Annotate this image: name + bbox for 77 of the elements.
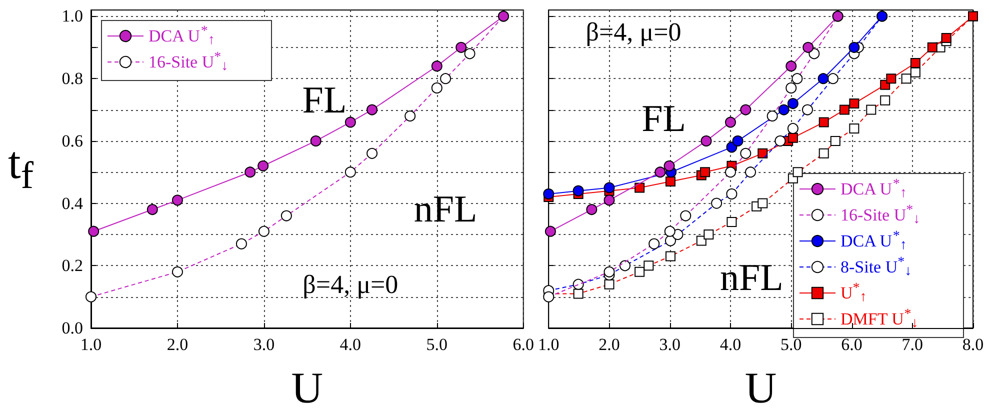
legend-label: DCA U*↑ — [840, 229, 907, 253]
point — [839, 104, 850, 115]
point — [604, 182, 615, 194]
point — [700, 167, 710, 178]
x-tick-label: 7.0 — [902, 335, 923, 354]
legend-label: 16-Site U*↓ — [840, 203, 920, 227]
y-tick-label: 0.2 — [62, 256, 83, 276]
y-axis-title: t$_{f}$ — [8, 137, 34, 198]
point — [802, 42, 814, 53]
y-tick-label: 0.6 — [62, 131, 83, 150]
point — [910, 58, 920, 68]
x-tick-label: 4.0 — [340, 335, 362, 354]
point — [543, 188, 554, 200]
point — [700, 135, 712, 146]
point — [665, 176, 676, 186]
legend-label: DCA U*↑ — [148, 24, 215, 48]
point — [604, 194, 615, 206]
point — [818, 117, 829, 128]
point — [258, 160, 269, 172]
point — [740, 104, 752, 116]
y-tick-label: 0.0 — [62, 318, 83, 338]
point — [344, 116, 356, 128]
y-tick-label: 1.0 — [62, 6, 83, 26]
point — [787, 98, 798, 110]
point — [544, 226, 556, 237]
x-axis-title: U — [744, 364, 777, 412]
point — [818, 73, 829, 84]
legend-label: DCA U*↑ — [840, 177, 907, 201]
legend-label: U*↑ — [840, 281, 867, 305]
point — [786, 60, 797, 72]
y-tick-label: 0.4 — [62, 194, 84, 213]
point — [848, 42, 860, 53]
x-tick-label: 1.0 — [80, 335, 102, 354]
point — [310, 135, 322, 146]
legend-label: DMFT U*↓ — [840, 307, 918, 331]
x-tick-label: 3.0 — [253, 335, 275, 354]
point — [732, 135, 744, 146]
annotation: β=4, μ=0 — [302, 270, 398, 299]
point — [456, 42, 467, 53]
point — [927, 42, 938, 52]
x-tick-label: 3.0 — [659, 335, 680, 354]
x-tick-label: 1.0 — [538, 335, 560, 354]
point — [849, 98, 860, 109]
annotation: β=4, μ=0 — [586, 17, 682, 46]
x-tick-label: 8.0 — [962, 335, 984, 354]
point — [941, 33, 952, 44]
point — [758, 148, 768, 158]
x-axis-title: U — [291, 364, 324, 412]
x-tick-label: 5.0 — [780, 335, 802, 354]
point — [431, 60, 442, 72]
point — [634, 182, 645, 193]
point — [146, 204, 158, 216]
point — [572, 185, 584, 196]
point — [366, 104, 378, 116]
point — [244, 166, 256, 178]
x-tick-label: 2.0 — [598, 335, 620, 354]
point — [886, 74, 896, 84]
point — [788, 132, 798, 143]
point — [172, 194, 183, 206]
x-tick-label: 6.0 — [841, 335, 862, 354]
legend-label: 16-Site U*↓ — [148, 50, 228, 74]
x-tick-label: 6.0 — [512, 335, 534, 354]
y-tick-label: 0.8 — [62, 69, 83, 88]
annotation: FL — [642, 98, 686, 140]
x-tick-label: 5.0 — [426, 335, 448, 354]
point — [88, 226, 100, 237]
annotation: nFL — [414, 188, 478, 231]
annotation: nFL — [720, 257, 784, 300]
point — [725, 116, 736, 128]
legend-label: 8-Site U*↓ — [840, 255, 912, 279]
annotation: FL — [302, 79, 347, 122]
x-tick-label: 4.0 — [720, 335, 742, 354]
x-tick-label: 2.0 — [166, 335, 188, 354]
point — [654, 166, 666, 178]
point — [778, 104, 790, 116]
point — [664, 160, 675, 172]
point — [586, 204, 598, 216]
